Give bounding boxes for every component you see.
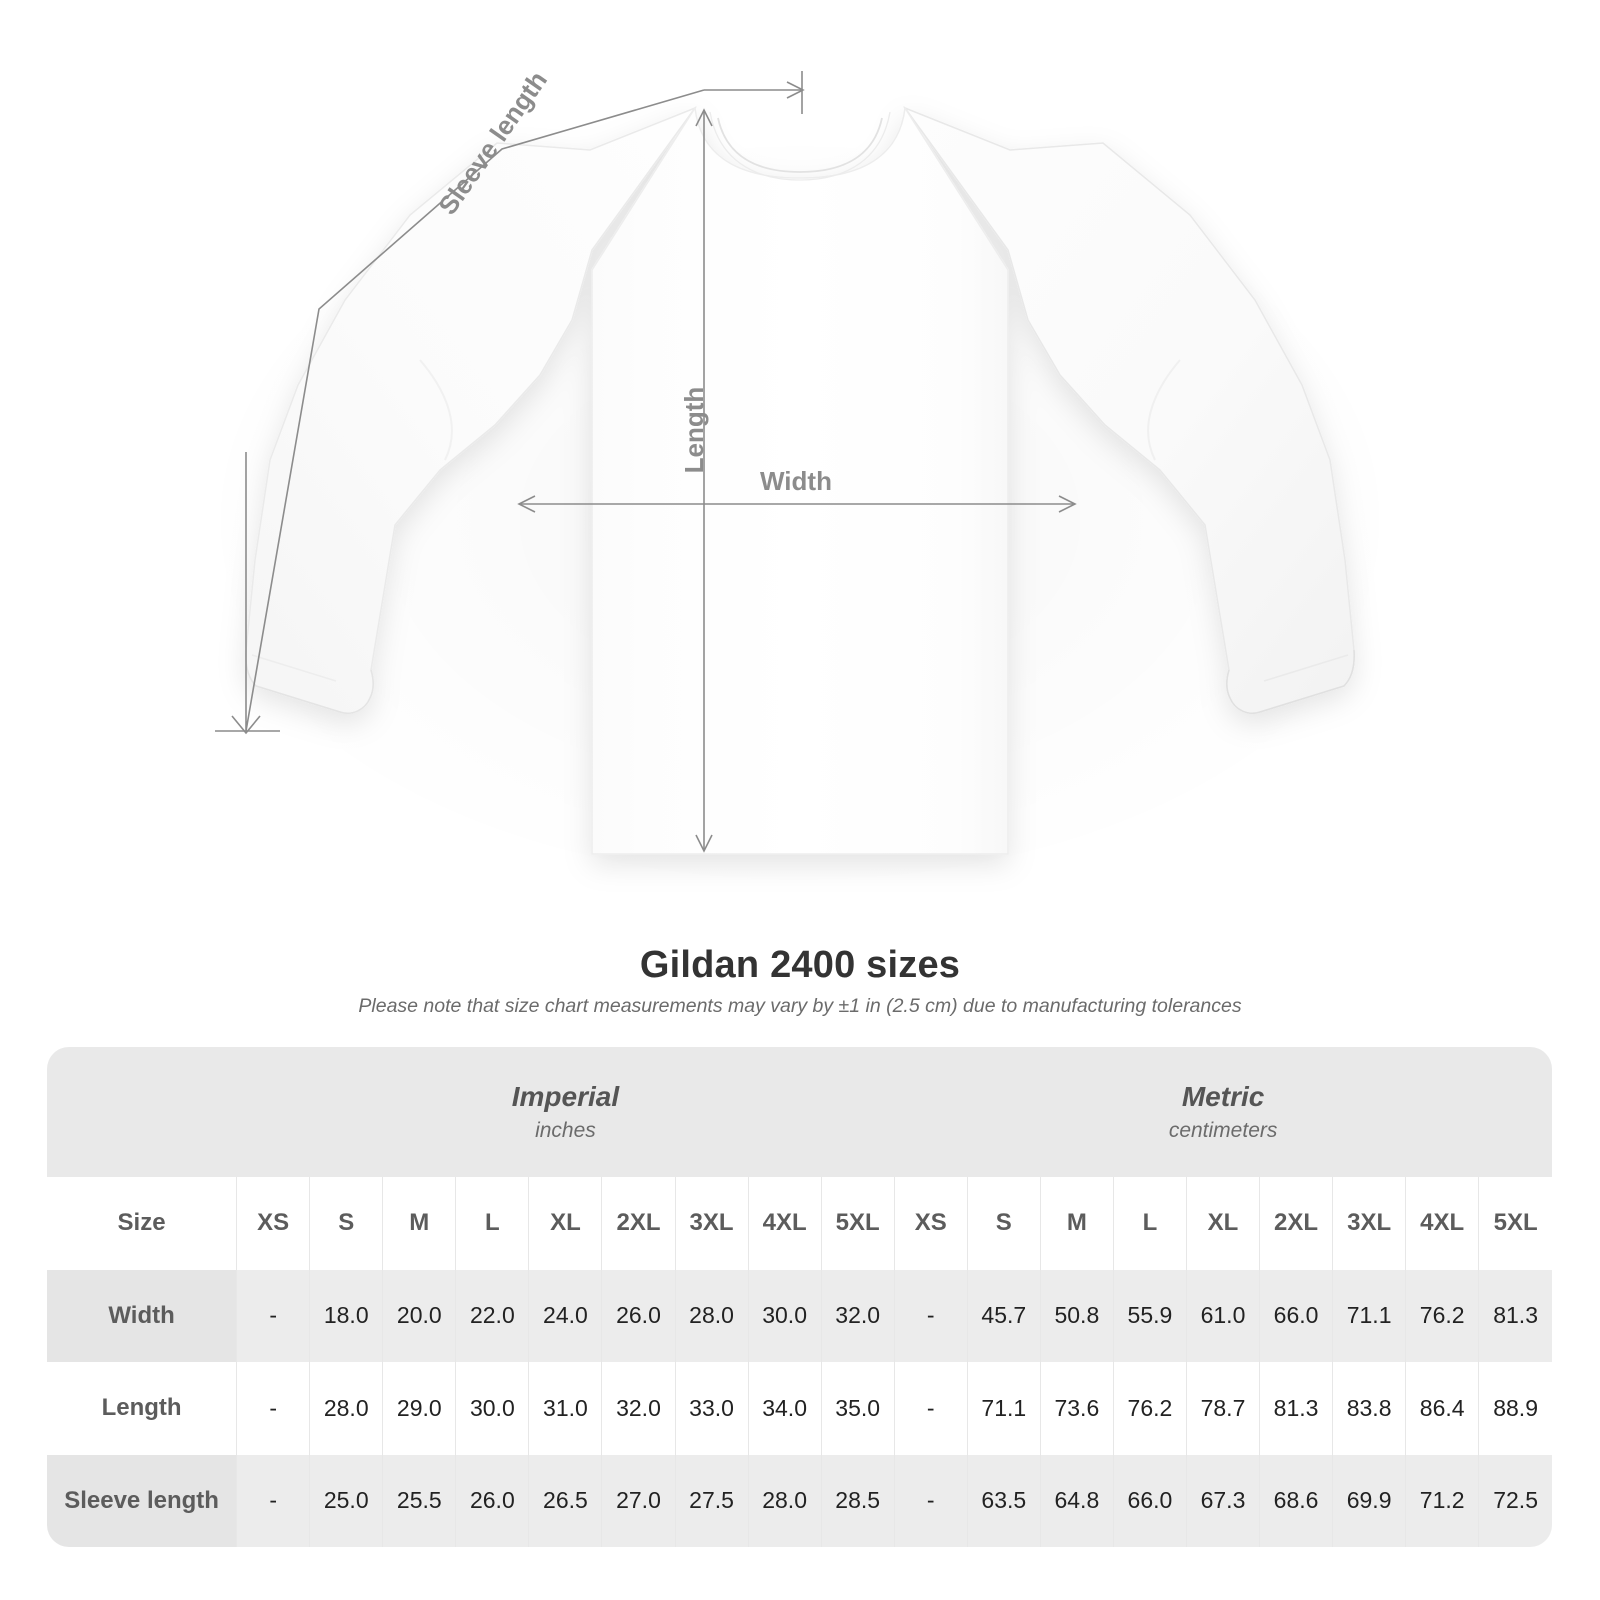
svg-text:Width: Width (760, 466, 832, 496)
svg-text:Length: Length (679, 387, 709, 474)
